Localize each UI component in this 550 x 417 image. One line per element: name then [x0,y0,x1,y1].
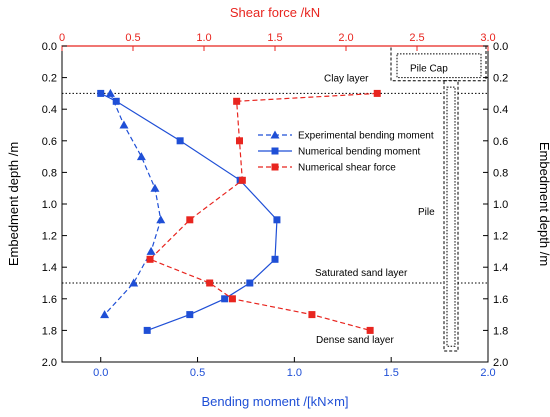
left-tick-label: 1.2 [42,231,57,243]
series-2-point [206,279,214,287]
left-tick-label: 1.4 [42,262,57,274]
legend-label-1: Numerical bending moment [298,147,421,158]
right-tick-label: 1.8 [493,325,508,337]
top-tick-label: 0 [59,32,65,44]
legend-marker-1 [271,147,279,155]
pile-inner [446,86,456,347]
series-0-point [119,120,129,129]
left-tick-label: 0.2 [42,73,57,85]
right-tick-label: 1.2 [493,231,508,243]
series-2-point [238,176,246,184]
series-0-point [146,246,156,255]
series-line-1 [100,92,278,331]
top-tick-label: 3.0 [480,32,495,44]
legend-label-2: Numerical shear force [298,163,396,174]
right-axis-title: Embedment depth /m [537,142,550,266]
left-tick-label: 1.8 [42,325,57,337]
left-tick-label: 0.4 [42,104,57,116]
right-tick-label: 1.0 [493,199,508,211]
series-2-point [186,216,194,224]
right-tick-label: 1.6 [493,294,508,306]
right-tick-label: 0.2 [493,73,508,85]
right-tick-label: 2.0 [493,357,508,369]
top-tick-label: 1.0 [196,32,211,44]
top-tick-label: 2.5 [409,32,424,44]
pile-cap-inner [396,53,482,79]
bottom-axis-title: Bending moment /[kN×m] [201,394,348,409]
series-1-point [186,311,194,319]
series-0-point [156,215,166,224]
series-1-point [97,89,105,97]
annotation-layer [62,45,488,352]
bottom-tick-label: 1.5 [384,367,399,379]
series-2-point [236,137,243,145]
series-0-point [150,183,160,192]
series-0-point [105,88,115,97]
top-tick-label: 2.0 [338,32,353,44]
left-tick-label: 0.6 [42,136,57,148]
series-0-point [129,278,139,287]
top-axis-title: Shear force /kN [230,5,320,20]
legend-label-0: Experimental bending moment [298,131,434,142]
bottom-tick-label: 1.0 [287,367,302,379]
pile-label: Pile [418,207,435,218]
clay-layer-label: Clay layer [324,73,369,84]
right-tick-label: 1.4 [493,262,508,274]
series-0-point [100,310,110,319]
bottom-tick-label: 0.0 [93,367,108,379]
series-1-point [271,255,279,263]
dense-sand-layer-label: Dense sand layer [316,335,394,346]
right-tick-label: 0.4 [493,104,508,116]
series-1-point [112,97,120,105]
left-axis-title: Embedment depth /m [6,142,21,266]
right-tick-label: 0.6 [493,136,508,148]
series-1-point [273,216,281,224]
bottom-tick-label: 0.5 [190,367,205,379]
left-tick-label: 0.8 [42,167,57,179]
bottom-tick-label: 2.0 [480,367,495,379]
series-2-point [366,326,374,334]
legend-marker-2 [271,163,279,171]
series-2-point [228,295,236,303]
series-1-point [221,295,229,303]
series-1-point [176,137,184,145]
series-2-point [308,311,316,319]
left-tick-label: 0.0 [42,41,57,53]
series-2-point [233,97,241,105]
pile-cap-label: Pile Cap [410,63,448,74]
axes-layer: 0.0 0.5 1.0 1.5 2.00 0.5 1.0 1.5 2.0 2.5 3.00.0 0.0… [42,32,509,379]
top-tick-label: 0.5 [125,32,140,44]
right-tick-label: 0.0 [493,41,508,53]
series-1-point [246,279,254,287]
left-tick-label: 2.0 [42,357,57,369]
left-tick-label: 1.0 [42,199,57,211]
series-line-0 [104,93,162,316]
left-tick-label: 1.6 [42,294,57,306]
series-layer [97,88,381,334]
legend-marker-0 [270,130,280,139]
legend: Experimental bending moment Numerical ben… [258,130,434,174]
saturated-sand-layer-label: Saturated sand layer [315,268,408,279]
series-2-point [373,89,381,97]
series-1-point [143,326,151,334]
series-0-point [136,152,146,161]
series-line-2 [148,92,378,331]
series-2-point [146,255,154,263]
top-tick-label: 1.5 [267,32,282,44]
right-tick-label: 0.8 [493,167,508,179]
